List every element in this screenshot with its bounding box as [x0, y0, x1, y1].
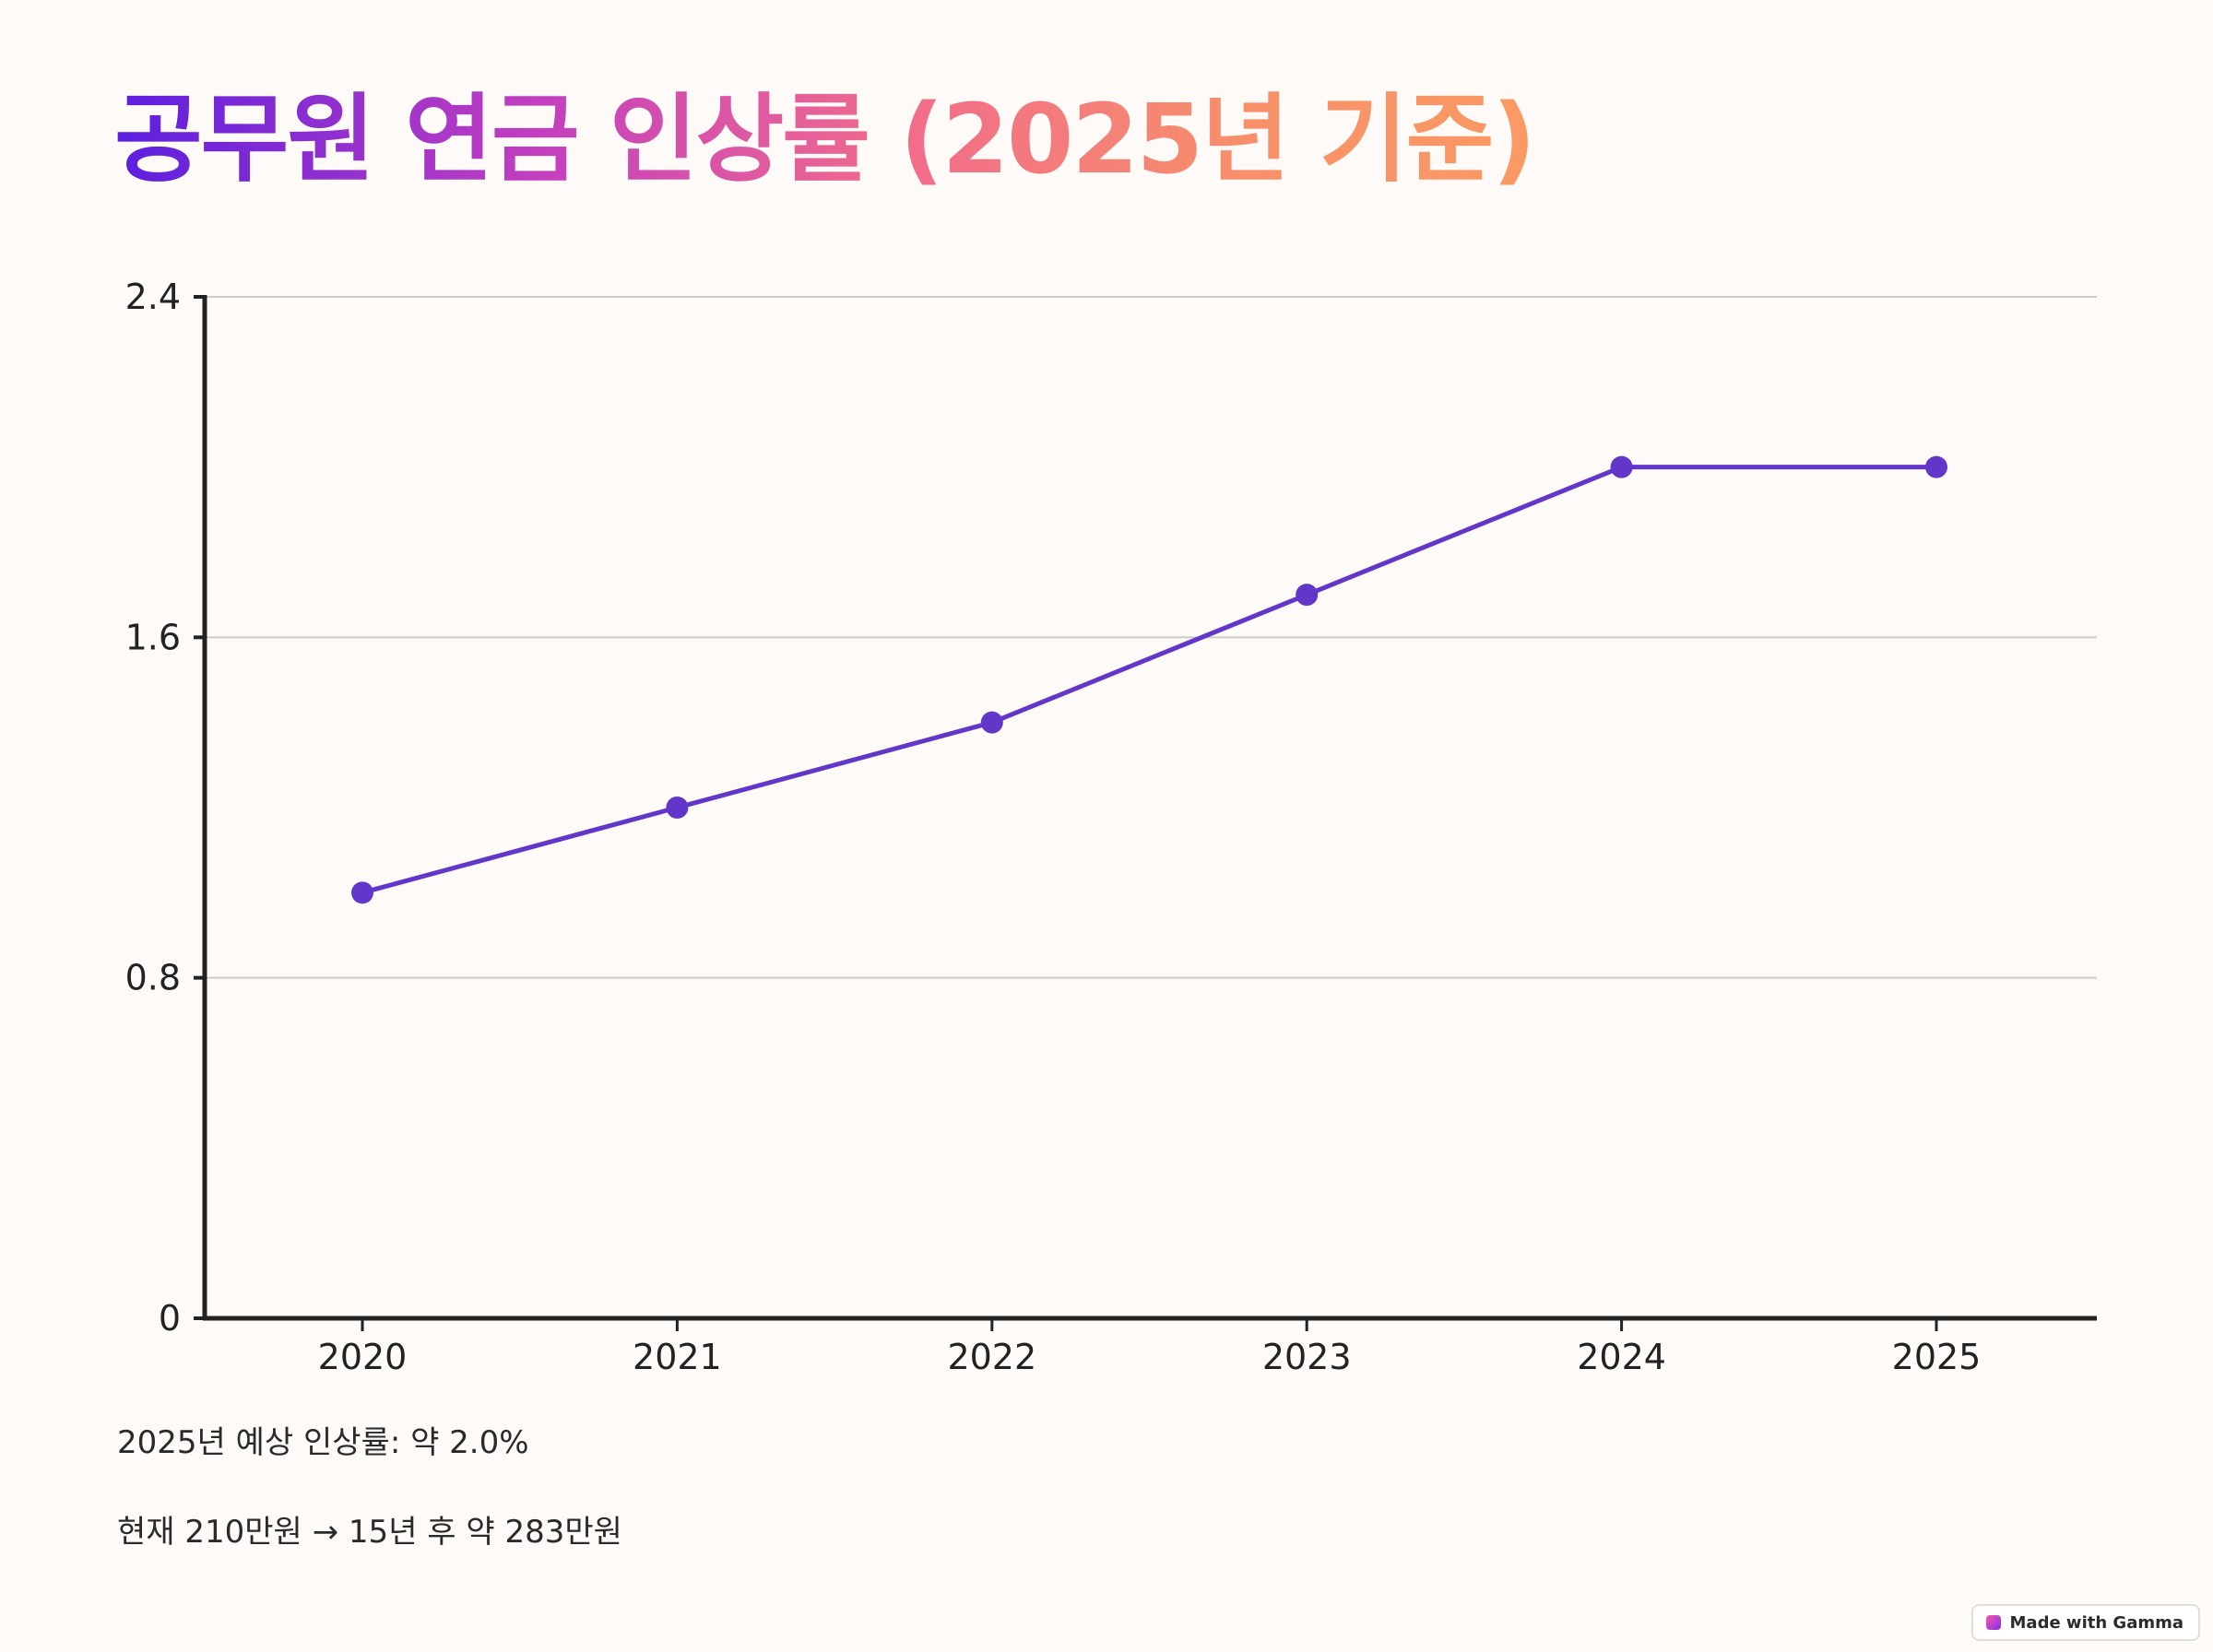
x-tick-label: 2024	[1577, 1337, 1666, 1377]
page-title: 공무원 연금 인상률 (2025년 기준)	[114, 79, 1536, 199]
gamma-logo-icon	[1985, 1615, 2001, 1630]
data-point	[980, 711, 1003, 734]
chart-series	[351, 455, 1947, 904]
x-tick-label: 2020	[318, 1337, 408, 1377]
y-tick-label: 2.4	[125, 277, 181, 317]
data-point	[1296, 584, 1319, 607]
y-tick-label: 1.6	[125, 617, 181, 657]
y-tick-label: 0.8	[125, 958, 181, 998]
badge-label: Made with Gamma	[2009, 1612, 2183, 1633]
x-tick-label: 2022	[947, 1337, 1036, 1377]
forecast-note: 2025년 예상 인상률: 약 2.0%	[117, 1424, 529, 1461]
y-tick-label: 0	[159, 1298, 181, 1339]
made-with-gamma-badge[interactable]: Made with Gamma	[1970, 1604, 2200, 1641]
grid-lines	[205, 296, 2097, 979]
axis-ticks: 0 0.8 1.6 2.4 2020 2021 2022 2023 2024 2025	[125, 277, 1982, 1377]
data-point	[351, 881, 373, 904]
x-tick-label: 2021	[633, 1337, 722, 1377]
projection-note: 현재 210만원 → 15년 후 약 283만원	[117, 1514, 622, 1551]
series-line	[360, 465, 1939, 895]
data-point	[1925, 455, 1947, 478]
x-tick-label: 2025	[1892, 1337, 1982, 1377]
data-point	[666, 796, 689, 819]
data-point	[1610, 455, 1633, 478]
x-tick-label: 2023	[1262, 1337, 1352, 1377]
chart-axes	[202, 295, 2097, 1321]
